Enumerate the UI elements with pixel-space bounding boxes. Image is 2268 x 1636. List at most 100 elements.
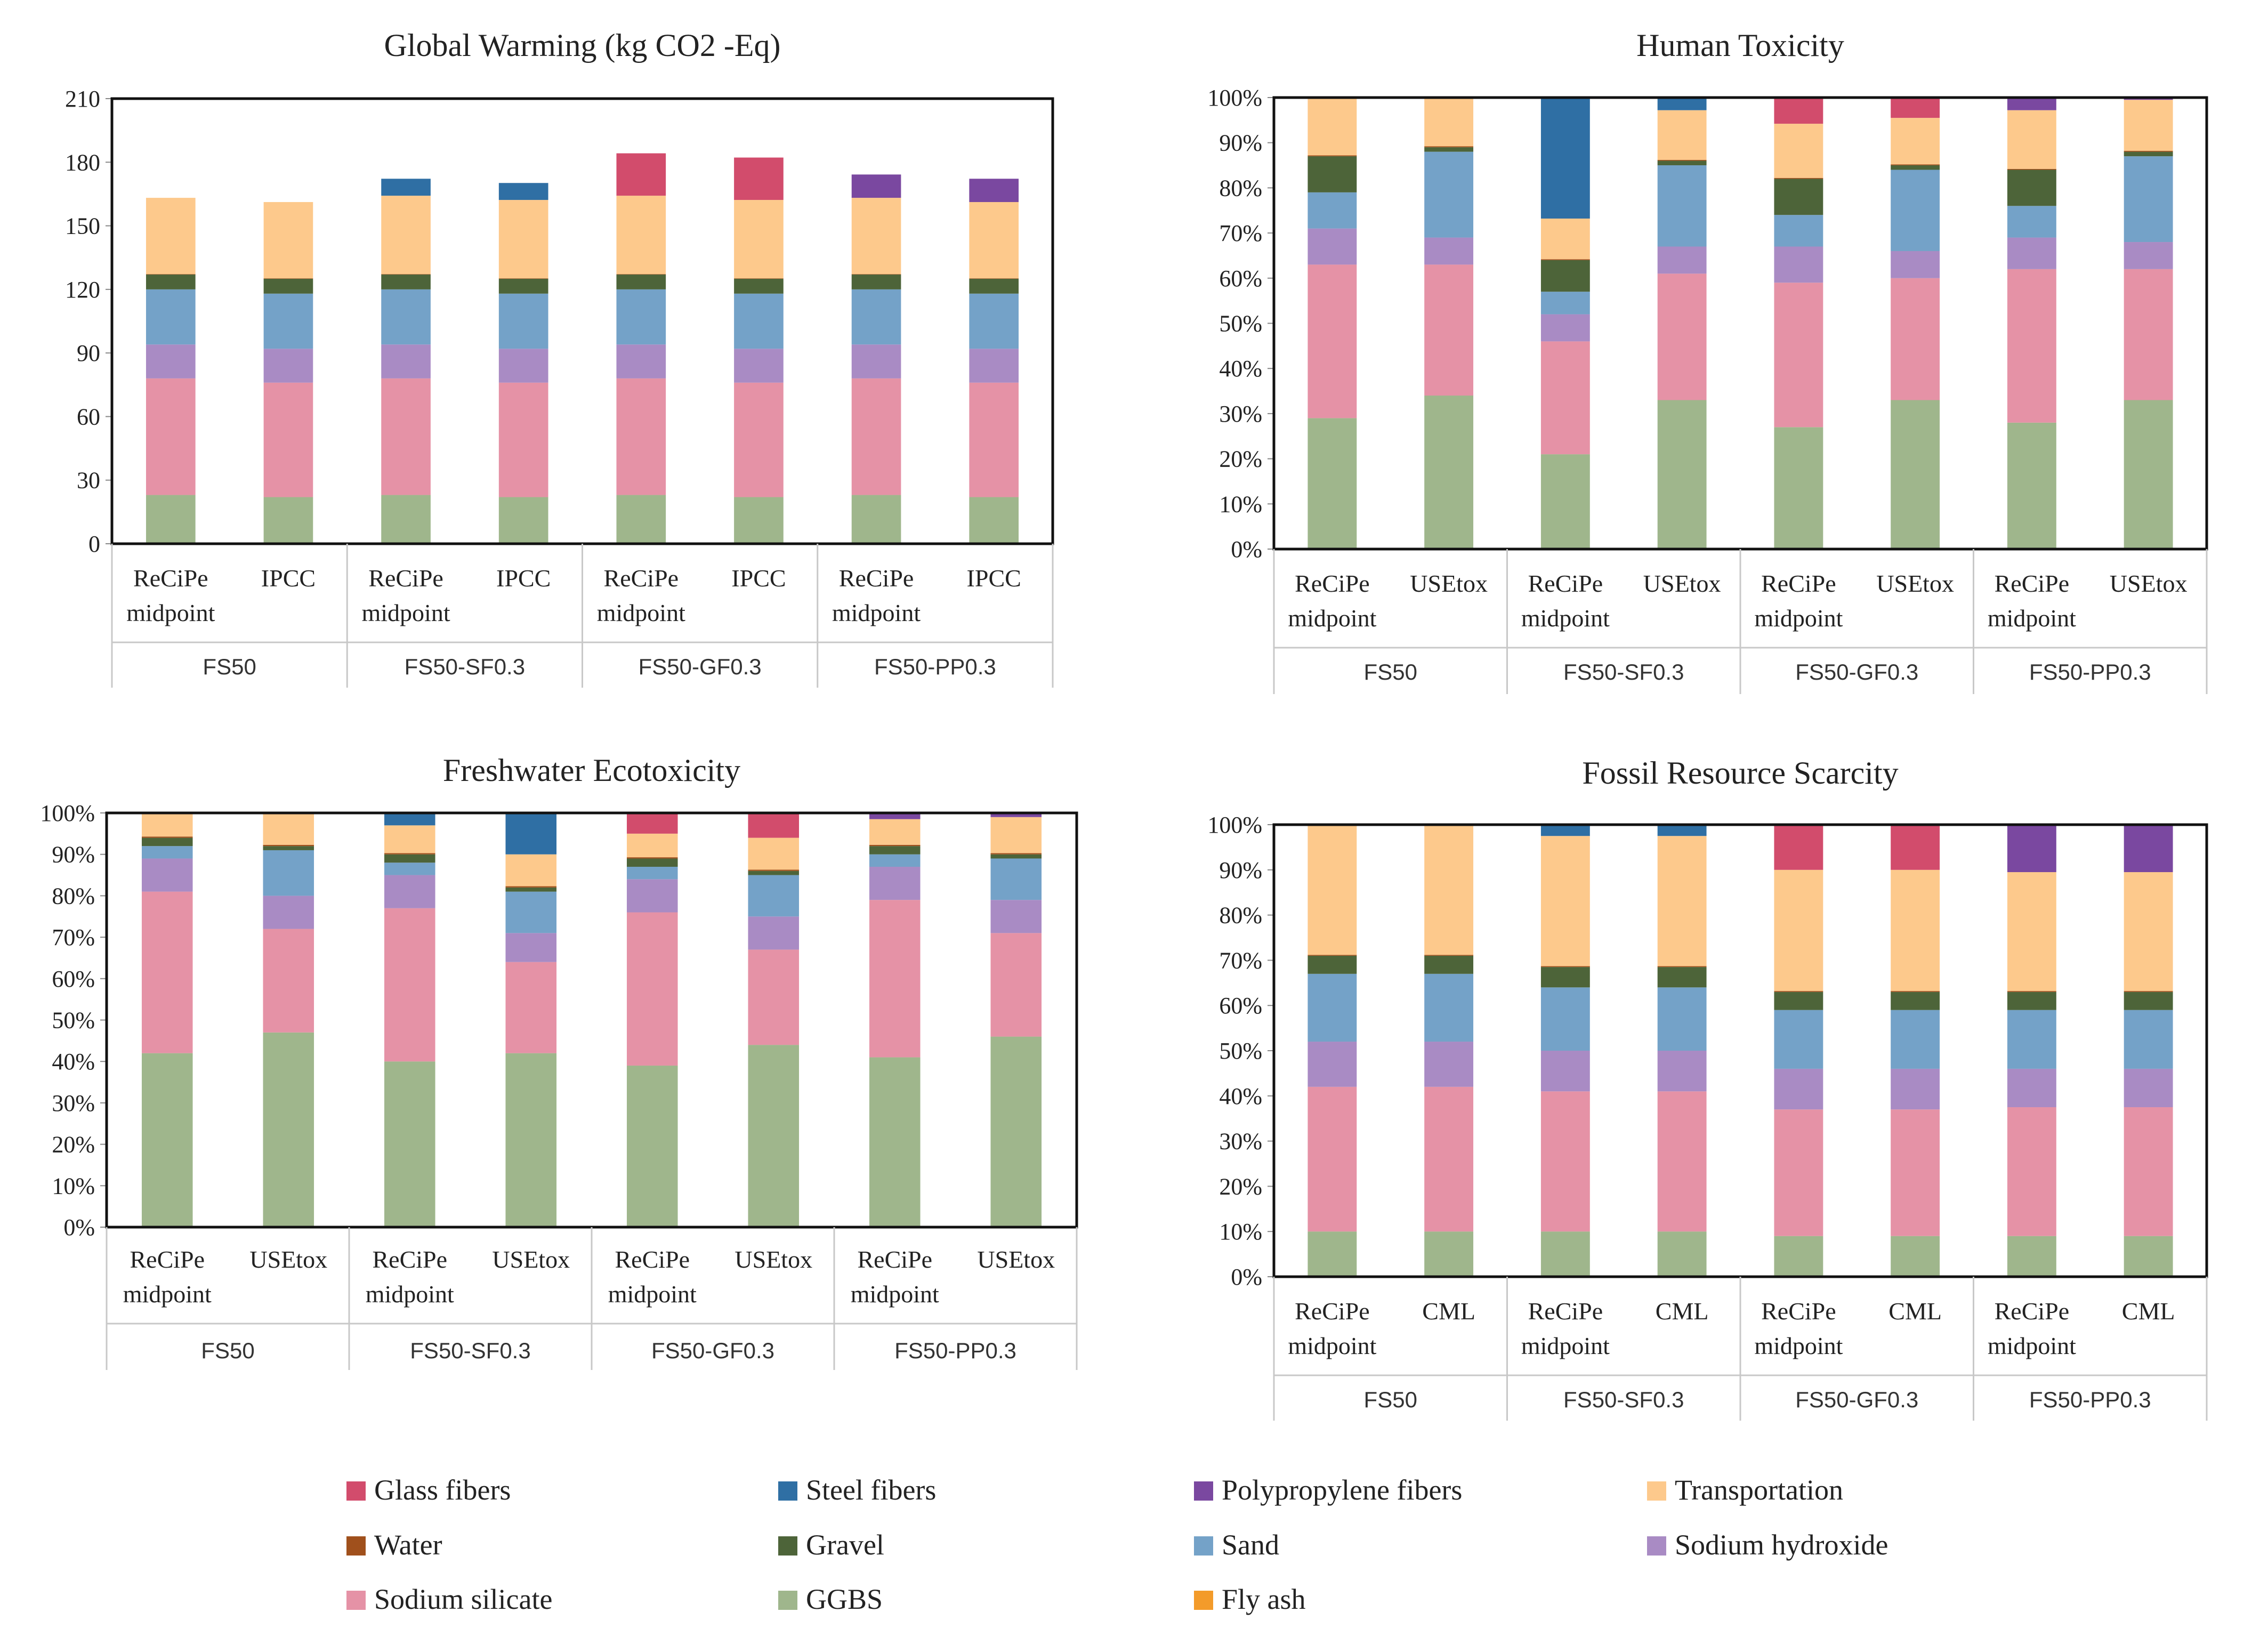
bar-segment-sodium-hydroxide	[1891, 1068, 1940, 1110]
category-label: IPCC	[496, 565, 551, 592]
bar-segment-polypropylene-fibers	[869, 813, 921, 819]
bar-segment-sand	[990, 858, 1042, 900]
bar-segment-water	[1540, 966, 1590, 968]
y-tick-label: 10%	[1219, 491, 1262, 517]
category-label: midpoint	[1288, 1332, 1376, 1359]
bar-segment-gravel	[1540, 260, 1590, 292]
bar-segment-sodium-silicate	[1657, 1091, 1707, 1232]
y-tick-label: 0%	[1231, 1264, 1262, 1290]
chart-title: Global Warming (kg CO2 -Eq)	[384, 28, 781, 63]
bar-segment-ggbs	[146, 495, 196, 544]
bar-segment-sodium-hydroxide	[381, 344, 431, 378]
bar-segment-water	[505, 886, 557, 888]
bar-segment-gravel	[1891, 992, 1940, 1010]
bar-segment-sodium-silicate	[146, 378, 196, 495]
bar-segment-sodium-hydroxide	[616, 344, 666, 378]
y-tick-label: 50%	[1219, 311, 1262, 337]
category-label: midpoint	[1988, 605, 2076, 632]
bar-segment-sand	[263, 293, 313, 349]
bar-segment-ggbs	[734, 497, 784, 544]
bar-segment-sodium-silicate	[1891, 278, 1940, 400]
bar-segment-ggbs	[1424, 1231, 1474, 1277]
bar-segment-sodium-silicate	[1424, 1086, 1474, 1232]
category-label: midpoint	[851, 1280, 939, 1308]
bar-segment-gravel	[1657, 160, 1707, 166]
bar-segment-sodium-hydroxide	[969, 349, 1019, 383]
bar-segment-ggbs	[851, 495, 901, 544]
bar-segment-gravel	[381, 275, 431, 289]
bar-segment-steel-fibers	[381, 179, 431, 196]
y-tick-label: 20%	[1219, 1173, 1262, 1199]
bar-segment-sodium-hydroxide	[1540, 1051, 1590, 1092]
bar-segment-water	[616, 274, 666, 275]
bar-segment-ggbs	[1540, 454, 1590, 549]
y-tick-label: 70%	[52, 924, 95, 950]
category-label: ReCiPe	[604, 565, 679, 592]
bar-segment-ggbs	[1307, 1231, 1357, 1277]
legend: Glass fibers Steel fibers Polypropylene fi…	[346, 1474, 1888, 1615]
bar-segment-water	[498, 278, 548, 279]
bar-segment-water	[1424, 955, 1474, 956]
bar-segment-sodium-hydroxide	[1424, 1042, 1474, 1087]
bar-segment-sodium-silicate	[1891, 1109, 1940, 1236]
legend-swatch-sand	[1194, 1536, 1213, 1556]
chart-title: Fossil Resource Scarcity	[1582, 755, 1898, 791]
category-label: midpoint	[1288, 605, 1376, 632]
bar-segment-sand	[141, 846, 193, 859]
bar-segment-transportation	[1891, 118, 1940, 165]
bar-segment-water	[1657, 966, 1707, 968]
legend-swatch-gravel	[778, 1536, 797, 1556]
bar-segment-sand	[1774, 1010, 1823, 1069]
bar-segment-ggbs	[381, 495, 431, 544]
bar-segment-steel-fibers	[1657, 825, 1707, 836]
bar-segment-glass-fibers	[1774, 98, 1823, 124]
bar-segment-ggbs	[748, 1045, 800, 1227]
category-label: ReCiPe	[1295, 1297, 1370, 1325]
bar-segment-sodium-silicate	[263, 382, 313, 497]
bar-segment-sodium-hydroxide	[263, 896, 314, 929]
category-label: IPCC	[731, 565, 786, 592]
bar-segment-transportation	[1540, 836, 1590, 966]
bar-segment-steel-fibers	[384, 813, 435, 826]
bar-segment-sodium-hydroxide	[2124, 242, 2173, 269]
bar-segment-gravel	[1774, 992, 1823, 1010]
bar-segment-gravel	[263, 278, 313, 294]
category-label: ReCiPe	[1995, 1297, 2070, 1325]
bar-segment-transportation	[2124, 872, 2173, 992]
bar-segment-transportation	[1307, 98, 1357, 156]
y-tick-label: 40%	[1219, 1083, 1262, 1109]
bar-segment-transportation	[263, 813, 314, 845]
bar-segment-transportation	[146, 198, 196, 275]
bar-segment-sand	[851, 289, 901, 345]
bar-segment-polypropylene-fibers	[2007, 98, 2056, 110]
y-tick-label: 0%	[1231, 536, 1262, 562]
group-label: FS50-GF0.3	[639, 654, 762, 679]
legend-label: Sodium silicate	[374, 1583, 552, 1615]
group-label: FS50-PP0.3	[2029, 659, 2151, 684]
bar-segment-sodium-silicate	[734, 382, 784, 497]
legend-label: Polypropylene fibers	[1222, 1474, 1462, 1506]
legend-swatch-sodium-silicate	[346, 1591, 366, 1610]
bar-segment-sodium-silicate	[141, 891, 193, 1053]
bar-segment-transportation	[851, 198, 901, 275]
legend-label: Transportation	[1675, 1474, 1843, 1506]
category-label: midpoint	[362, 599, 450, 626]
bar-segment-gravel	[1540, 967, 1590, 988]
bar-segment-water	[141, 836, 193, 838]
bar-segment-gravel	[2007, 170, 2056, 206]
category-label: midpoint	[832, 599, 921, 626]
legend-label: Water	[374, 1529, 442, 1561]
bar-segment-water	[2007, 168, 2056, 170]
bar-segment-gravel	[505, 887, 557, 892]
bar-segment-water	[2124, 150, 2173, 152]
bar-segment-transportation	[141, 813, 193, 837]
bar-segment-gravel	[1424, 147, 1474, 152]
bar-segment-sodium-silicate	[1307, 264, 1357, 418]
category-label: ReCiPe	[857, 1246, 932, 1273]
category-label: midpoint	[1521, 1332, 1610, 1359]
bar-segment-gravel	[2124, 151, 2173, 157]
bar-segment-sodium-hydroxide	[2007, 1068, 2056, 1107]
bar-segment-sodium-silicate	[969, 382, 1019, 497]
group-label: FS50-SF0.3	[405, 654, 525, 679]
bar-segment-transportation	[2124, 100, 2173, 151]
